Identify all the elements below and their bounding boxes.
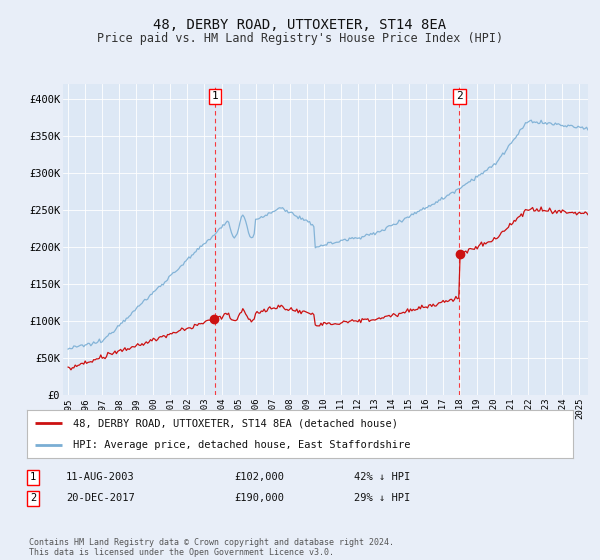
- Text: 11-AUG-2003: 11-AUG-2003: [66, 472, 135, 482]
- Text: 48, DERBY ROAD, UTTOXETER, ST14 8EA (detached house): 48, DERBY ROAD, UTTOXETER, ST14 8EA (det…: [73, 418, 398, 428]
- Text: 20-DEC-2017: 20-DEC-2017: [66, 493, 135, 503]
- Text: Price paid vs. HM Land Registry's House Price Index (HPI): Price paid vs. HM Land Registry's House …: [97, 32, 503, 45]
- Text: 48, DERBY ROAD, UTTOXETER, ST14 8EA: 48, DERBY ROAD, UTTOXETER, ST14 8EA: [154, 18, 446, 32]
- Text: 2: 2: [456, 91, 463, 101]
- Text: 42% ↓ HPI: 42% ↓ HPI: [354, 472, 410, 482]
- Text: HPI: Average price, detached house, East Staffordshire: HPI: Average price, detached house, East…: [73, 440, 411, 450]
- Text: 1: 1: [30, 472, 36, 482]
- Text: £102,000: £102,000: [234, 472, 284, 482]
- Text: £190,000: £190,000: [234, 493, 284, 503]
- Text: 29% ↓ HPI: 29% ↓ HPI: [354, 493, 410, 503]
- Text: Contains HM Land Registry data © Crown copyright and database right 2024.
This d: Contains HM Land Registry data © Crown c…: [29, 538, 394, 557]
- Text: 1: 1: [212, 91, 218, 101]
- Text: 2: 2: [30, 493, 36, 503]
